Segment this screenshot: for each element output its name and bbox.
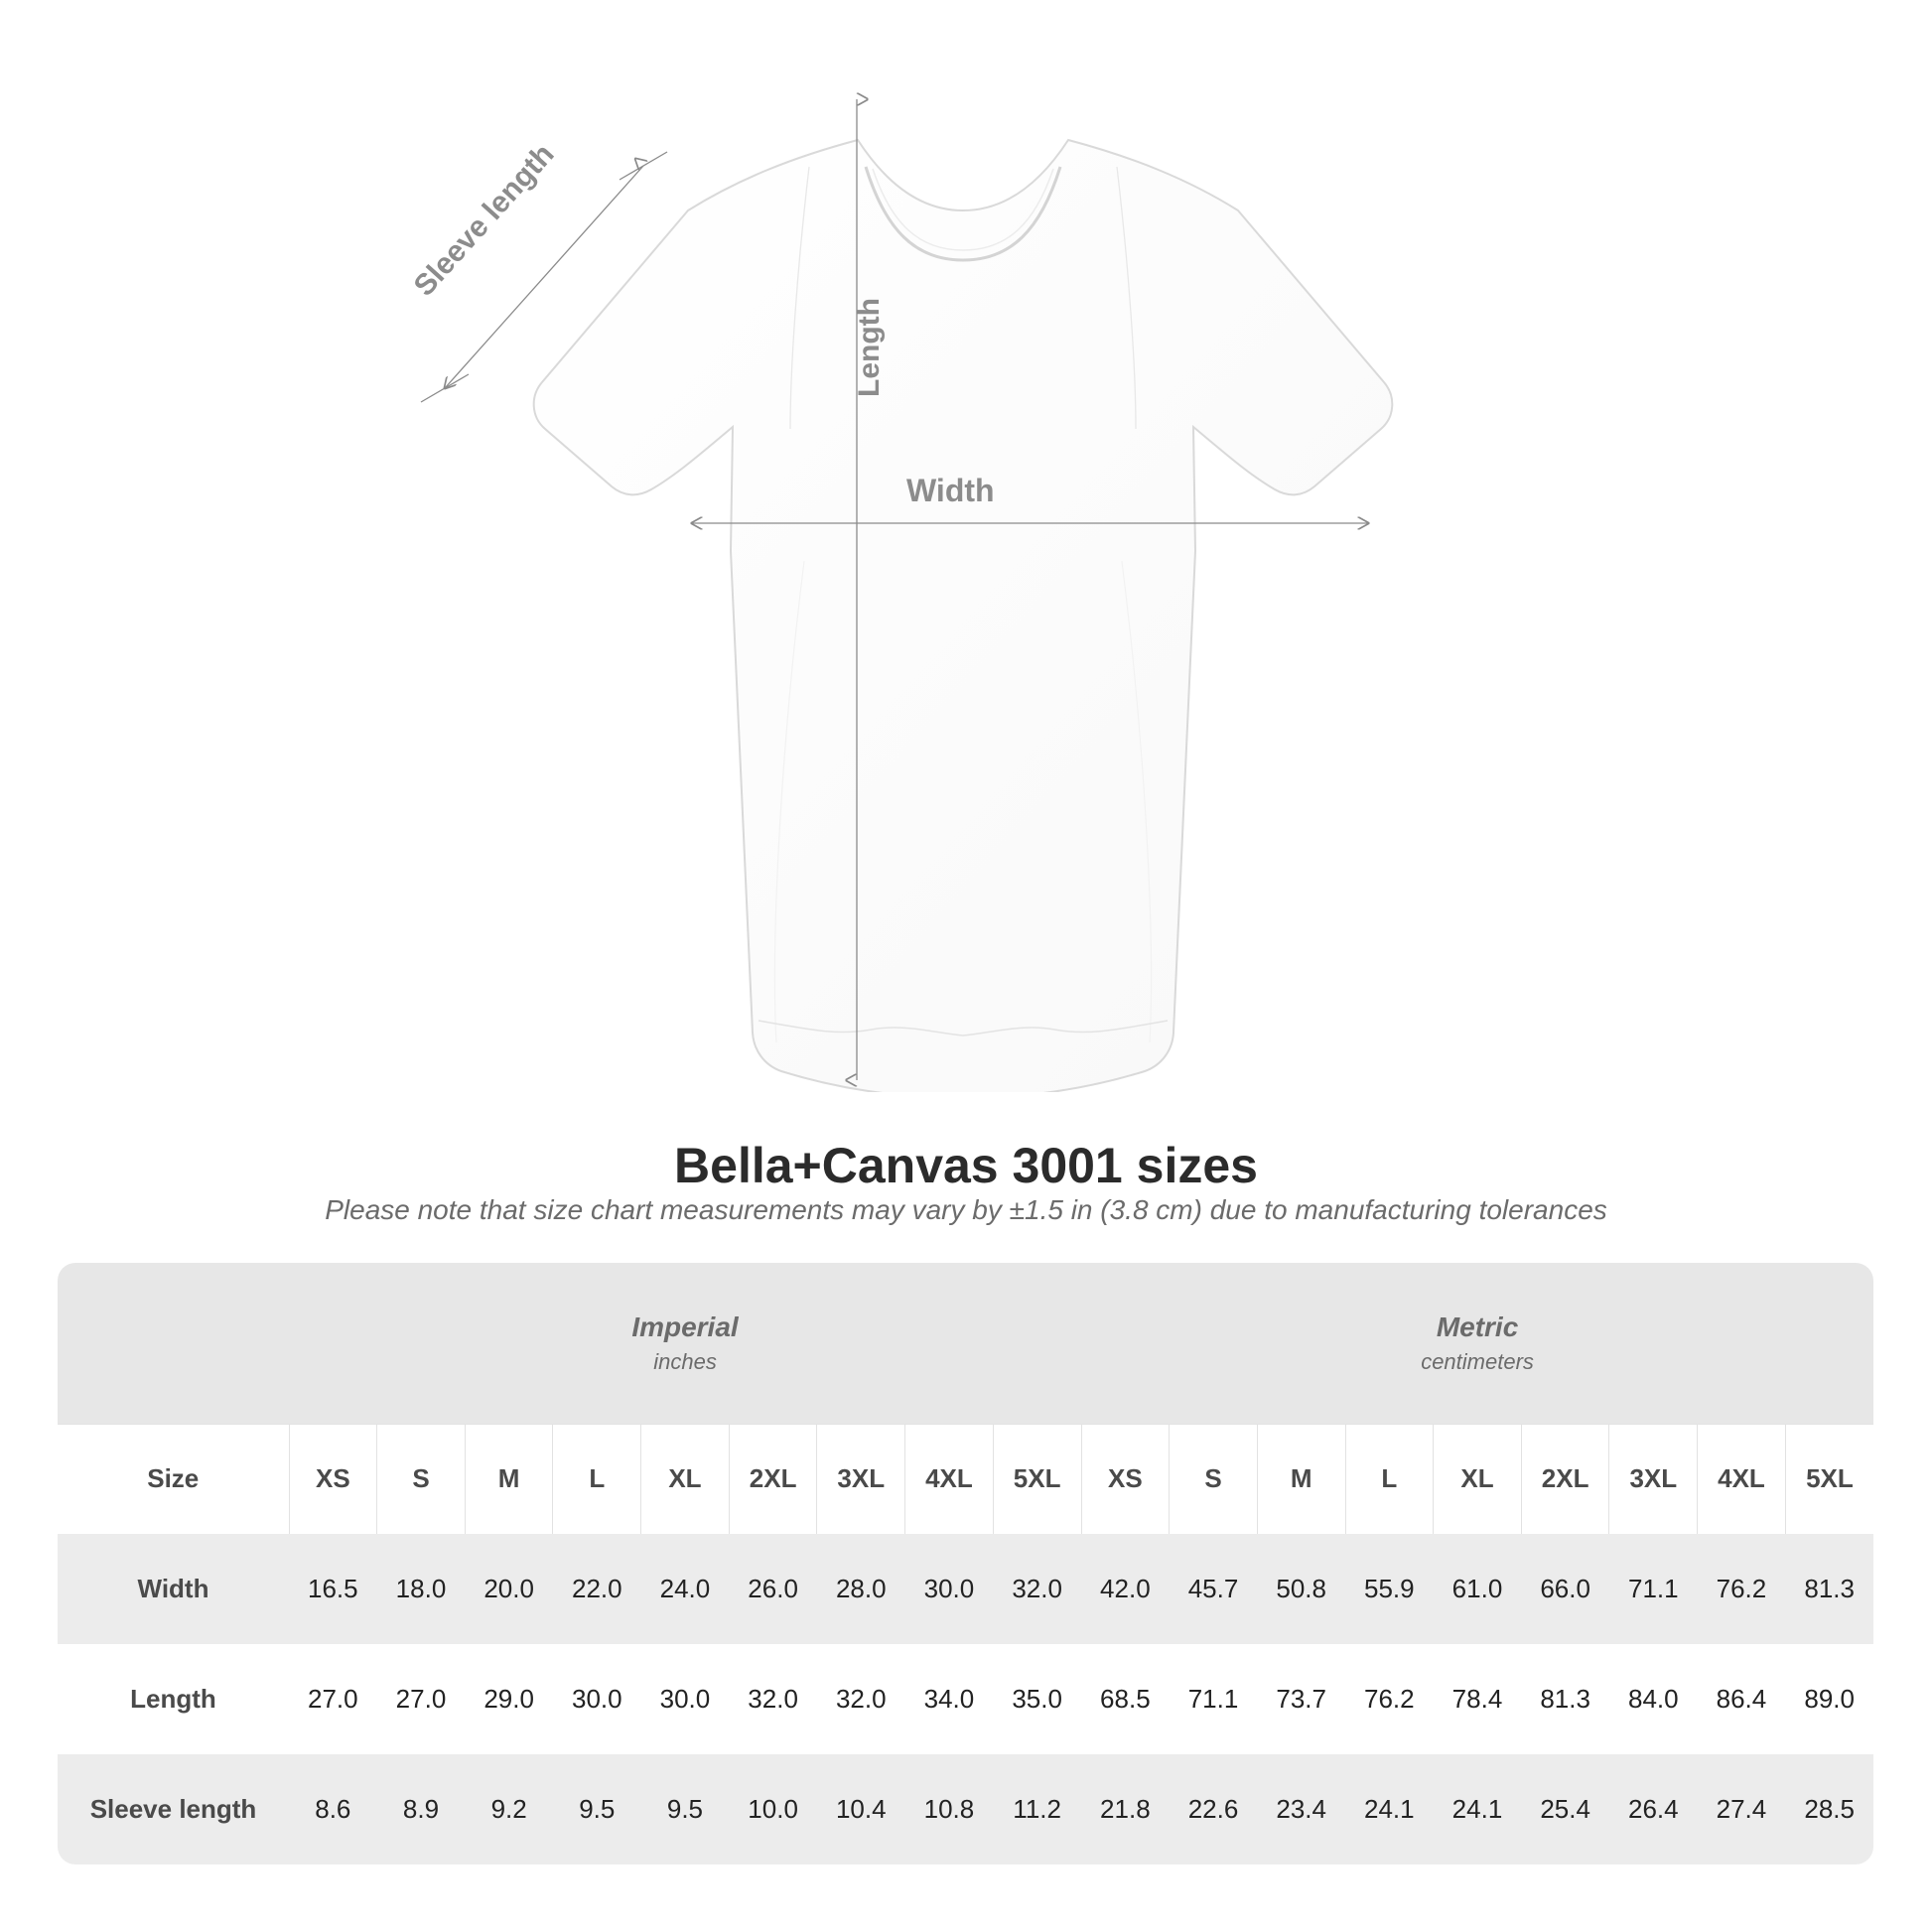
svg-text:Width: Width bbox=[906, 473, 995, 508]
svg-text:Length: Length bbox=[853, 298, 886, 397]
svg-text:Sleeve length: Sleeve length bbox=[408, 138, 561, 303]
